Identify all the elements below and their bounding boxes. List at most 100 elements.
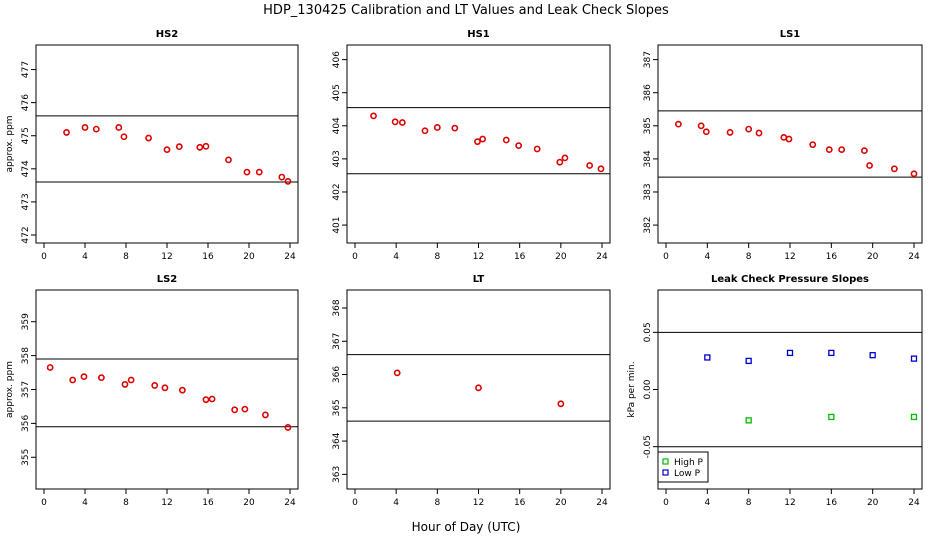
- x-tick-label: 24: [284, 252, 296, 262]
- x-tick-label: 8: [746, 252, 752, 262]
- data-point: [910, 355, 918, 362]
- y-tick-label: 382: [643, 216, 653, 233]
- data-point: [98, 374, 105, 382]
- y-tick-label: 365: [332, 399, 342, 416]
- data-point: [225, 156, 232, 164]
- data-point: [745, 417, 752, 424]
- data-point: [69, 376, 77, 384]
- y-tick-label: 406: [332, 51, 342, 68]
- data-point: [515, 142, 523, 150]
- data-point: [474, 138, 481, 146]
- legend-marker: [662, 458, 669, 465]
- y-tick-label: 358: [21, 347, 31, 364]
- y-tick-label: 475: [21, 127, 31, 144]
- x-tick-label: 24: [284, 498, 296, 508]
- y-tick-label: 476: [21, 94, 31, 111]
- x-tick-label: 0: [41, 252, 47, 262]
- data-point: [910, 413, 918, 421]
- data-point: [120, 133, 128, 141]
- x-tick-label: 0: [41, 498, 47, 508]
- legend-label: Low P: [674, 469, 701, 479]
- chart-panel-2: HS1 0 4 8 12 16 20 24 401 402 403 404 405 406: [332, 29, 611, 262]
- data-point: [502, 136, 510, 144]
- data-point: [726, 129, 734, 136]
- plot-frame: [346, 289, 611, 490]
- legend-box: [657, 451, 709, 483]
- x-tick-label: 12: [161, 498, 172, 508]
- chart-panel-3: LS1 0 4 8 12 16 20 24 382 383 384 385 386 387: [643, 29, 923, 262]
- y-tick-label: 401: [332, 216, 342, 233]
- y-tick-label: 364: [332, 432, 342, 449]
- data-point: [391, 118, 399, 126]
- x-tick-label: 8: [746, 498, 752, 508]
- y-tick-label: 366: [332, 366, 342, 383]
- x-tick-label: 8: [434, 498, 440, 508]
- data-point: [475, 384, 482, 392]
- panels: HS2 0 4 8 12 16 20 24 472 473 474 475 476 477 approx. …: [5, 29, 923, 508]
- x-tick-label: 24: [596, 498, 608, 508]
- x-tick-label: 12: [473, 252, 484, 262]
- y-tick-label: 383: [643, 183, 653, 200]
- data-point: [178, 386, 186, 394]
- y-tick-label: 356: [21, 415, 31, 432]
- x-tick-label: 20: [243, 252, 255, 262]
- x-tick-label: 12: [784, 252, 795, 262]
- legend-label: High P: [674, 458, 704, 468]
- y-tick-label: 403: [332, 150, 342, 167]
- panel-title: Leak Check Pressure Slopes: [711, 274, 869, 285]
- data-point: [828, 349, 835, 357]
- data-point: [284, 424, 292, 431]
- x-tick-label: 24: [908, 498, 920, 508]
- data-point: [145, 134, 152, 142]
- data-point: [755, 129, 763, 137]
- x-tick-label: 24: [908, 252, 920, 262]
- y-tick-label: 368: [332, 299, 342, 316]
- y-tick-label: 357: [21, 381, 31, 398]
- data-point: [861, 147, 868, 155]
- panel-title: LS1: [780, 29, 801, 40]
- data-point: [241, 405, 249, 413]
- y-tick-label: 359: [21, 313, 31, 330]
- data-point: [479, 135, 487, 143]
- data-point: [63, 129, 70, 136]
- y-tick-label: 405: [332, 84, 342, 101]
- data-point: [786, 349, 794, 357]
- data-point: [785, 135, 793, 143]
- plot-frame: [657, 44, 923, 244]
- data-point: [278, 173, 286, 181]
- data-point: [261, 411, 269, 419]
- panel-title: HS2: [156, 29, 179, 40]
- x-tick-label: 4: [82, 252, 88, 262]
- x-tick-label: 24: [596, 252, 608, 262]
- y-tick-label: 404: [332, 117, 342, 134]
- figure-title: HDP_130425 Calibration and LT Values and…: [263, 3, 669, 18]
- data-point: [161, 384, 169, 392]
- chart-panel-6: Leak Check Pressure Slopes 0 4 8 12 16 20 24 -0.…: [627, 274, 923, 508]
- x-tick-label: 12: [161, 252, 172, 262]
- legend-marker: [662, 469, 669, 476]
- y-axis-label: approx. ppm: [5, 361, 15, 418]
- data-point: [92, 125, 100, 133]
- y-tick-label: 474: [21, 160, 31, 177]
- data-point: [745, 125, 753, 133]
- data-point: [151, 382, 159, 389]
- y-tick-label: 402: [332, 183, 342, 200]
- data-point: [115, 124, 123, 131]
- panel-title: LS2: [157, 274, 178, 285]
- chart-panel-5: LT 0 4 8 12 16 20 24 363 364 365 366 367 368: [332, 274, 611, 508]
- x-tick-label: 0: [352, 252, 358, 262]
- y-tick-label: 363: [332, 466, 342, 483]
- data-point: [704, 354, 711, 361]
- y-tick-label: 386: [643, 84, 653, 101]
- data-point: [809, 141, 817, 149]
- panel-title: LT: [473, 274, 485, 285]
- chart-panel-1: HS2 0 4 8 12 16 20 24 472 473 474 475 476 477 approx. …: [5, 29, 299, 262]
- data-point: [127, 376, 135, 384]
- chart-panel-4: LS2 0 4 8 12 16 20 24 355 356 357 358 359 approx. ppm: [5, 274, 299, 508]
- x-tick-label: 12: [784, 498, 795, 508]
- data-point: [243, 168, 251, 176]
- x-tick-label: 0: [663, 498, 669, 508]
- data-point: [838, 146, 846, 154]
- data-point: [828, 413, 835, 421]
- data-point: [175, 143, 183, 151]
